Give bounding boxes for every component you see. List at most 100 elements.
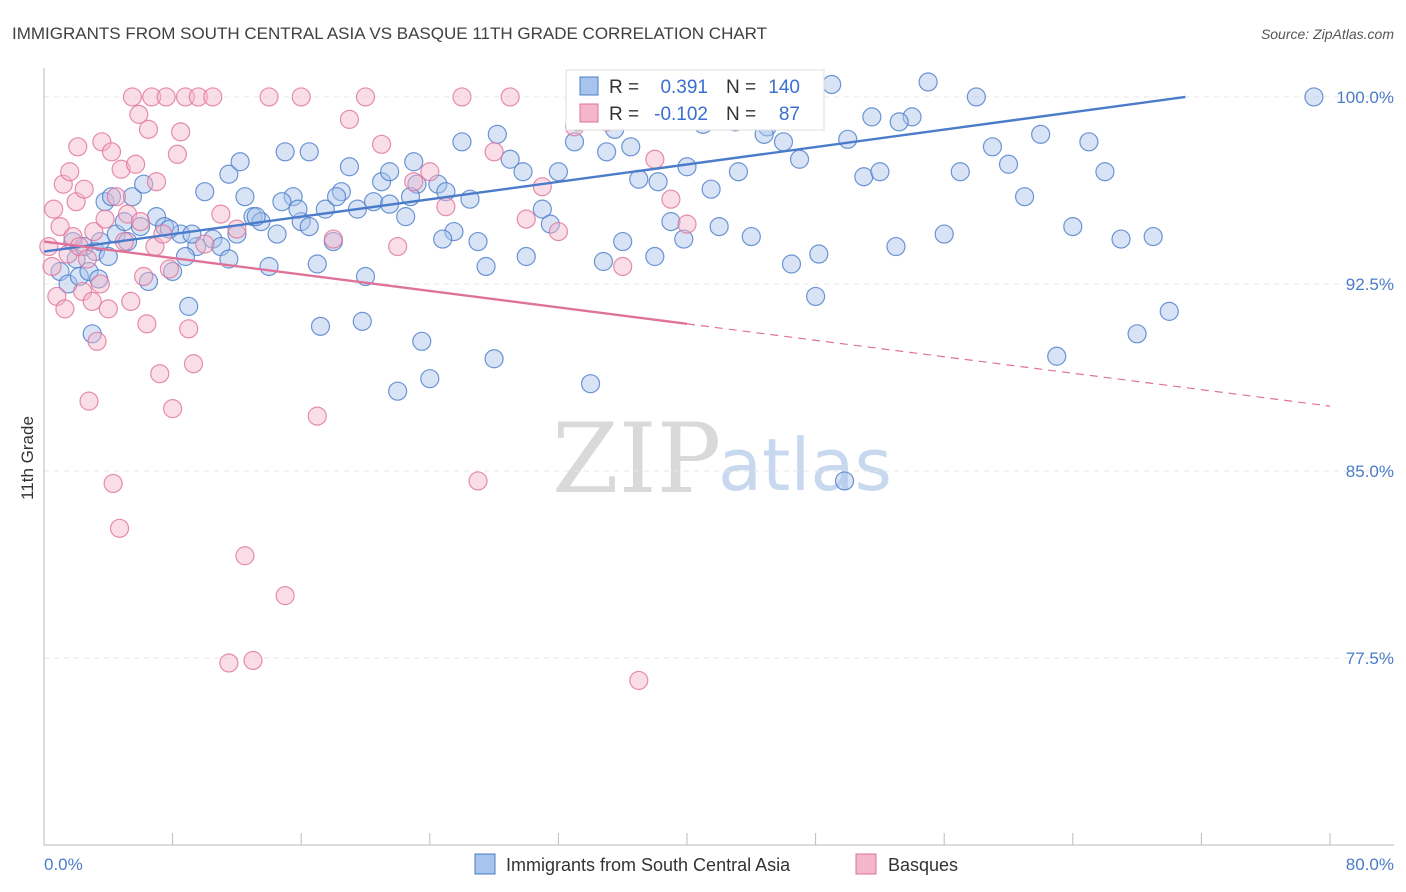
point-south-central-asia	[404, 152, 424, 172]
series-basques-points	[39, 87, 697, 691]
point-south-central-asia	[580, 374, 601, 394]
point-basques	[613, 256, 633, 277]
point-basques	[259, 87, 279, 107]
point-south-central-asia	[230, 152, 250, 172]
y-axis-label: 11th Grade	[18, 416, 37, 500]
point-south-central-asia	[709, 217, 729, 237]
point-south-central-asia	[1047, 346, 1067, 366]
point-south-central-asia	[613, 231, 633, 252]
stats-n-value-1: 140	[768, 77, 800, 98]
y-tick-label: 85.0%	[1346, 462, 1394, 481]
point-basques	[661, 189, 681, 209]
watermark-atlas: atlas	[718, 423, 892, 507]
point-basques	[388, 236, 408, 257]
point-basques	[146, 172, 167, 192]
stats-n-label-2: N =	[726, 104, 756, 125]
point-south-central-asia	[310, 316, 331, 336]
point-south-central-asia	[728, 162, 749, 182]
trend-lines	[43, 95, 1331, 407]
point-south-central-asia	[809, 244, 829, 264]
point-basques	[677, 214, 697, 234]
stats-n-value-2: 87	[779, 104, 800, 125]
point-south-central-asia	[621, 137, 641, 157]
stats-swatch-blue	[579, 76, 599, 96]
point-south-central-asia	[420, 369, 440, 389]
legend-label-basques[interactable]: Basques	[888, 855, 958, 875]
point-south-central-asia	[1031, 124, 1051, 144]
point-basques	[468, 471, 488, 491]
trend-line-basques	[43, 240, 688, 326]
point-south-central-asia	[352, 311, 372, 331]
point-south-central-asia	[326, 187, 347, 207]
point-south-central-asia	[1159, 301, 1179, 321]
point-south-central-asia	[122, 187, 143, 207]
point-south-central-asia	[1304, 87, 1324, 107]
point-basques	[98, 299, 118, 319]
point-basques	[84, 221, 104, 242]
point-south-central-asia	[870, 162, 890, 182]
point-basques	[516, 209, 536, 229]
point-basques	[53, 174, 73, 194]
point-south-central-asia	[966, 87, 986, 107]
point-basques	[355, 87, 376, 107]
point-south-central-asia	[484, 349, 504, 369]
point-basques	[138, 119, 159, 139]
point-basques	[159, 259, 179, 279]
point-south-central-asia	[1063, 217, 1083, 237]
point-basques	[95, 209, 115, 229]
point-south-central-asia	[532, 199, 552, 219]
point-basques	[39, 236, 59, 257]
stats-swatch-pink	[579, 103, 599, 123]
point-south-central-asia	[593, 251, 614, 272]
point-south-central-asia	[98, 246, 118, 267]
point-basques	[77, 249, 98, 269]
point-basques	[235, 546, 255, 566]
point-basques	[129, 104, 149, 124]
point-south-central-asia	[516, 246, 536, 267]
point-basques	[339, 109, 360, 129]
y-tick-label: 77.5%	[1346, 649, 1394, 668]
point-south-central-asia	[648, 172, 668, 192]
legend-label-south-central-asia[interactable]: Immigrants from South Central Asia	[506, 855, 791, 875]
point-south-central-asia	[175, 246, 196, 267]
point-south-central-asia	[918, 72, 938, 92]
stats-box: R = 0.391 N = 140 R = -0.102 N = 87	[565, 69, 825, 131]
point-south-central-asia	[934, 224, 954, 244]
point-basques	[87, 331, 107, 351]
point-south-central-asia	[444, 221, 464, 242]
legend-swatch-south-central-asia[interactable]	[474, 853, 496, 875]
point-south-central-asia	[69, 266, 89, 287]
point-south-central-asia	[513, 162, 533, 182]
point-basques	[92, 132, 112, 152]
point-south-central-asia	[773, 132, 794, 152]
stats-box-frame	[565, 69, 825, 131]
point-basques	[500, 87, 520, 107]
point-south-central-asia	[950, 162, 970, 182]
y-tick-labels: 77.5% 85.0% 92.5% 100.0%	[1336, 88, 1394, 668]
point-basques	[101, 142, 122, 162]
stats-r-value-2: -0.102	[654, 104, 708, 125]
point-basques	[532, 177, 552, 197]
point-south-central-asia	[1127, 324, 1147, 344]
y-tick-label: 100.0%	[1336, 88, 1394, 107]
point-south-central-asia	[982, 137, 1003, 157]
legend-swatch-basques[interactable]	[855, 853, 877, 875]
point-basques	[203, 87, 223, 107]
point-south-central-asia	[476, 256, 496, 277]
point-basques	[436, 197, 456, 217]
point-south-central-asia	[500, 149, 520, 169]
point-basques	[130, 212, 151, 232]
point-basques	[109, 518, 130, 538]
stats-r-label-1: R =	[609, 77, 639, 98]
point-south-central-asia	[838, 129, 858, 149]
point-south-central-asia	[661, 212, 681, 232]
point-south-central-asia	[407, 174, 427, 194]
point-south-central-asia	[307, 254, 327, 274]
point-basques	[645, 149, 665, 169]
point-basques	[137, 314, 157, 334]
point-basques	[323, 229, 343, 249]
point-south-central-asia	[272, 192, 292, 212]
point-south-central-asia	[854, 167, 874, 187]
point-south-central-asia	[396, 207, 416, 227]
